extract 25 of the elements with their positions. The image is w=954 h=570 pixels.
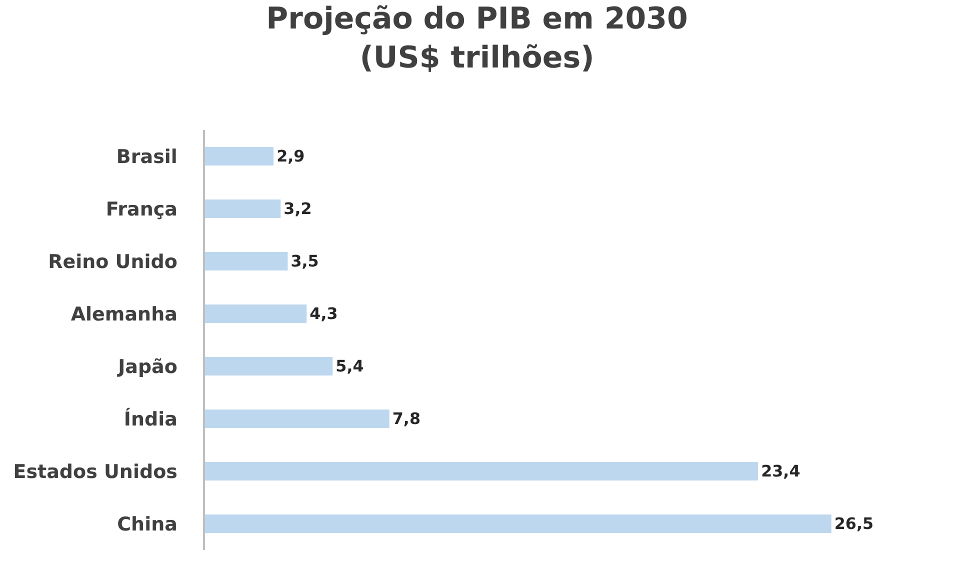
data-label: 26,5 (834, 514, 874, 533)
bar (205, 410, 390, 428)
data-label: 23,4 (761, 461, 800, 480)
bar (205, 357, 333, 376)
data-label: 2,9 (276, 146, 305, 166)
data-label: 3,5 (290, 251, 319, 270)
data-label: 7,8 (392, 408, 420, 428)
y-tick-label: Alemanha (70, 303, 178, 326)
y-tick-label: Reino Unido (48, 250, 178, 273)
data-label: 4,3 (310, 304, 338, 323)
bar (205, 462, 758, 480)
y-tick-label: França (106, 198, 178, 220)
bar (205, 147, 274, 166)
y-tick-label: Estados Unidos (13, 460, 178, 483)
y-tick-label: Japão (116, 356, 178, 378)
bar (205, 304, 307, 323)
bar (205, 514, 832, 533)
y-tick-label: Brasil (116, 146, 178, 168)
bar (205, 200, 281, 218)
bar (205, 252, 288, 270)
data-label: 3,2 (284, 198, 312, 218)
y-tick-label: China (117, 513, 178, 536)
chart-title: Projeção do PIB em 2030 (US$ trilhões) (266, 2, 688, 76)
y-tick-label: Índia (124, 407, 178, 430)
data-label: 5,4 (336, 356, 364, 376)
